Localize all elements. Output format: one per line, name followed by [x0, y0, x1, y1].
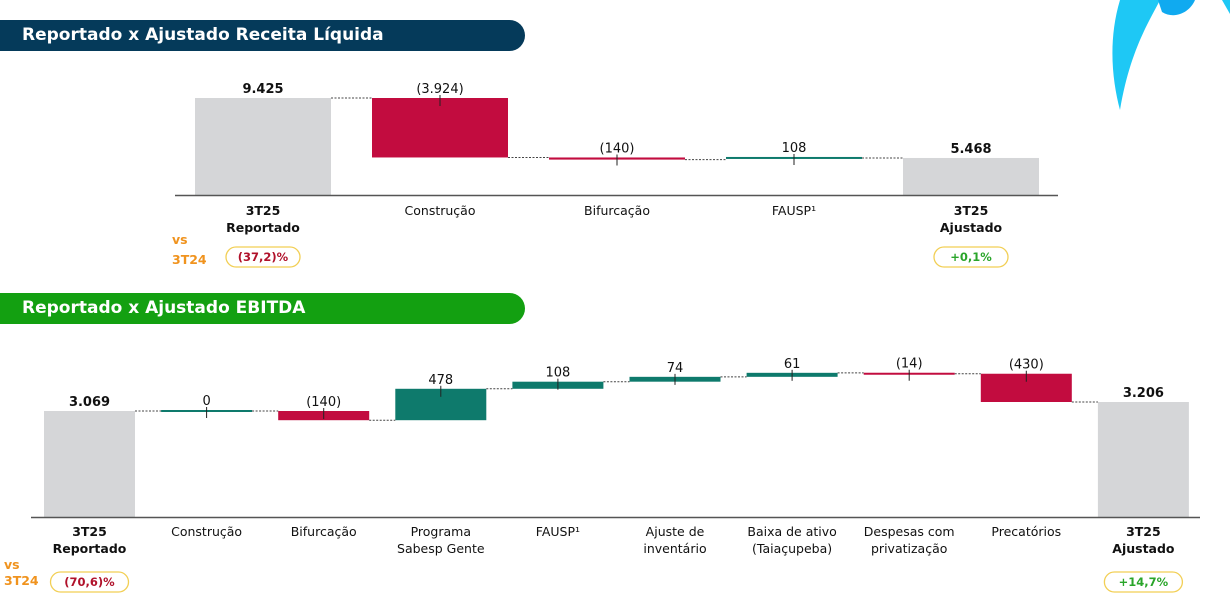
data-label-5: 74: [667, 361, 684, 376]
section-title-ebitda: Reportado x Ajustado EBITDA: [0, 293, 525, 324]
data-label-2: (140): [306, 395, 341, 410]
category-label-9: 3T25: [1126, 524, 1161, 539]
category-label-5: Ajuste de: [646, 524, 705, 539]
data-label-6: 61: [784, 357, 801, 372]
variation-badge-text: (70,6)%: [64, 575, 115, 589]
variation-badge: [933, 246, 1009, 268]
data-label-8: (430): [1009, 358, 1044, 373]
variation-badge: [49, 571, 130, 593]
bar-1: [372, 98, 508, 158]
swoosh-shape-2: [1158, 0, 1195, 16]
variation-badge: [1103, 571, 1184, 593]
bar-4: [903, 157, 1039, 195]
variation-badge-text: (37,2)%: [238, 250, 289, 264]
data-label-0: 3.069: [69, 395, 110, 410]
bar-0: [195, 98, 331, 195]
variation-badge-text: +14,7%: [1119, 575, 1169, 589]
category-label-2: Bifurcação: [584, 203, 650, 218]
category-label-8: Precatórios: [991, 524, 1061, 539]
category-label-7: Despesas com: [864, 524, 955, 539]
bar-9: [1097, 401, 1189, 517]
category-label-0: Reportado: [53, 541, 127, 556]
data-label-0: 9.425: [242, 82, 283, 97]
section-title-receita: Reportado x Ajustado Receita Líquida: [0, 20, 525, 51]
category-label-0: 3T25: [246, 203, 281, 218]
category-label-6: Baixa de ativo: [747, 524, 836, 539]
data-label-2: (140): [600, 141, 635, 156]
category-label-3: Sabesp Gente: [397, 541, 485, 556]
category-label-4: 3T25: [954, 203, 989, 218]
data-label-4: 5.468: [950, 142, 991, 157]
category-label-2: Bifurcação: [291, 524, 357, 539]
data-label-4: 108: [545, 366, 570, 381]
data-label-9: 3.206: [1123, 386, 1164, 401]
data-label-3: 478: [428, 373, 453, 388]
swoosh-shape: [1112, 0, 1160, 110]
bar-0: [44, 411, 135, 517]
category-label-4: FAUSP¹: [536, 524, 580, 539]
variation-badge-text: +0,1%: [950, 250, 992, 264]
swoosh-shape-3: [1222, 0, 1230, 14]
category-label-0: 3T25: [72, 524, 107, 539]
data-label-1: (3.924): [416, 82, 463, 97]
data-label-7: (14): [896, 357, 923, 372]
category-label-0: Reportado: [226, 220, 300, 235]
vs-period-label: 3T24: [4, 573, 39, 588]
category-label-5: inventário: [643, 541, 706, 556]
data-label-1: 0: [202, 394, 210, 409]
variation-badge: [225, 246, 301, 268]
category-label-3: FAUSP¹: [772, 203, 816, 218]
category-label-4: Ajustado: [940, 220, 1003, 235]
vs-label: vs: [4, 557, 20, 572]
category-label-1: Construção: [171, 524, 242, 539]
vs-label: vs: [172, 232, 188, 247]
category-label-9: Ajustado: [1112, 541, 1175, 556]
category-label-3: Programa: [411, 524, 471, 539]
category-label-7: privatização: [871, 541, 947, 556]
waterfall-chart-receita: 9.425 (3.924) (140) 108 5.468 3T25 Reportado Co…: [172, 82, 1058, 268]
vs-period-label: 3T24: [172, 252, 207, 267]
category-label-6: (Taiaçupeba): [752, 541, 832, 556]
category-label-1: Construção: [405, 203, 476, 218]
data-label-3: 108: [782, 141, 807, 156]
